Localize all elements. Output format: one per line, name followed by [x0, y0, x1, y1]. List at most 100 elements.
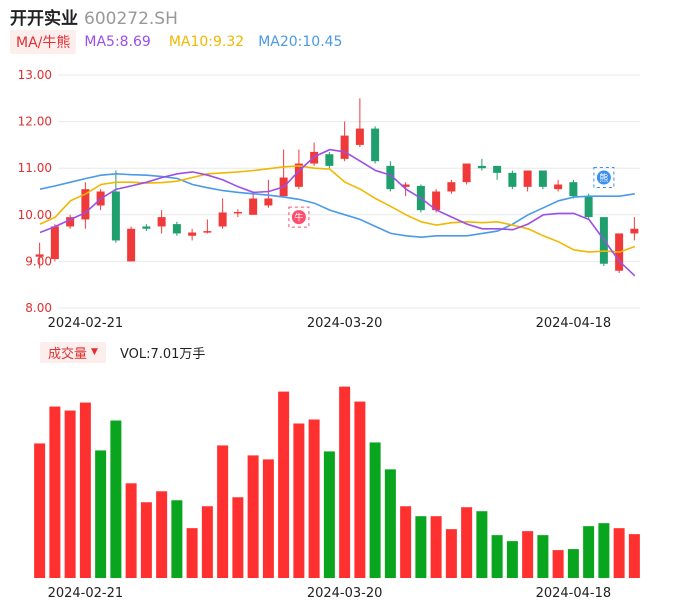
candle-body	[630, 228, 639, 234]
volume-bar	[613, 528, 625, 578]
volume-bar	[171, 500, 183, 578]
candle-body	[569, 182, 578, 197]
volume-bar	[308, 419, 320, 578]
candle-body	[142, 226, 151, 229]
badge-label: 熊	[599, 172, 608, 184]
badge-frame	[593, 167, 615, 189]
volume-bar	[64, 410, 76, 578]
volume-bar	[491, 535, 503, 578]
candle-body	[447, 182, 456, 192]
candle-body	[127, 228, 136, 262]
price-x-tick-label: 2024-04-18	[536, 316, 612, 331]
candle-body	[401, 184, 410, 187]
candle-body	[35, 254, 44, 257]
volume-bar	[369, 442, 381, 578]
volume-bar	[95, 450, 107, 578]
y-tick-label: 11.00	[18, 161, 52, 175]
volume-bar	[217, 445, 229, 578]
volume-x-tick-label: 2024-04-18	[536, 586, 612, 601]
candle-body	[81, 189, 90, 220]
volume-bar	[400, 506, 412, 578]
ma10-line	[39, 165, 636, 253]
badge-circle	[596, 170, 611, 185]
ma20-legend: MA20:10.45	[258, 34, 343, 50]
bear-badge-icon: 熊	[593, 167, 615, 189]
candle-body	[371, 128, 380, 162]
candle-body	[355, 128, 364, 145]
volume-bar	[140, 502, 152, 578]
volume-bar	[506, 541, 518, 578]
volume-bar	[247, 455, 259, 578]
candle-body	[523, 170, 532, 187]
volume-bar	[110, 420, 122, 578]
price-x-tick-label: 2024-02-21	[48, 316, 124, 331]
ma-toggle-tag[interactable]: MA/牛熊	[10, 30, 77, 54]
ma5-line	[39, 148, 636, 277]
y-tick-label: 10.00	[18, 208, 52, 222]
candle-body	[264, 198, 273, 206]
candle-body	[294, 163, 303, 187]
y-tick-label: 8.00	[25, 301, 52, 315]
volume-value: VOL:7.01万手	[119, 346, 206, 362]
candle-body	[493, 165, 502, 173]
candle-body	[249, 198, 258, 215]
volume-bar	[415, 516, 427, 578]
ma20-line	[39, 172, 635, 239]
stock-header: 开开实业 600272.SH	[10, 4, 178, 29]
volume-indicator-dropdown[interactable]: 成交量 ▼	[40, 341, 106, 363]
volume-bar	[323, 451, 335, 578]
volume-bar	[476, 511, 488, 578]
volume-bar	[552, 550, 564, 578]
stock-code: 600272.SH	[84, 9, 178, 29]
volume-legend: 成交量 ▼ VOL:7.01万手	[40, 341, 206, 363]
candle-body	[157, 217, 166, 227]
badge-label: 牛	[294, 212, 303, 224]
ma-legend: MA/牛熊 MA5:8.69 MA10:9.32 MA20:10.45	[10, 30, 342, 54]
candle-body	[172, 224, 181, 234]
y-tick-label: 13.00	[18, 68, 52, 82]
volume-bar	[232, 497, 244, 578]
volume-bar	[354, 401, 366, 578]
volume-bar	[156, 491, 168, 578]
candle-body	[66, 217, 75, 227]
candle-body	[340, 135, 349, 159]
volume-tag-label: 成交量	[48, 346, 88, 362]
candle-body	[477, 165, 486, 169]
candle-body	[508, 172, 517, 187]
volume-bar	[186, 528, 198, 578]
candle-body	[203, 231, 212, 233]
volume-bar	[49, 406, 61, 578]
candle-body	[50, 226, 59, 260]
volume-bar	[384, 469, 396, 578]
price-x-tick-label: 2024-03-20	[307, 316, 383, 331]
volume-bar	[79, 402, 91, 578]
y-tick-label: 9.00	[25, 254, 52, 268]
volume-bar	[125, 483, 137, 578]
y-tick-label: 12.00	[18, 115, 52, 129]
stock-name: 开开实业	[10, 9, 78, 29]
volume-bar	[262, 459, 274, 578]
volume-bar	[34, 443, 46, 578]
volume-bar	[583, 526, 595, 578]
volume-bar	[567, 549, 579, 578]
volume-bar	[461, 507, 473, 578]
volume-bar	[522, 531, 534, 578]
volume-bar	[628, 534, 640, 578]
badge-circle	[291, 210, 306, 225]
volume-bar	[537, 535, 549, 578]
candle-body	[462, 163, 471, 183]
volume-bar	[598, 523, 610, 578]
candle-body	[218, 212, 227, 227]
candle-body	[325, 154, 334, 166]
candle-body	[111, 191, 120, 241]
candle-body	[233, 212, 242, 214]
volume-x-tick-label: 2024-02-21	[48, 586, 124, 601]
caret-down-icon: ▼	[91, 347, 98, 357]
ma10-legend: MA10:9.32	[168, 34, 245, 50]
candle-body	[188, 232, 197, 236]
candle-body	[386, 165, 395, 190]
ma5-legend: MA5:8.69	[84, 34, 151, 50]
candle-body	[432, 191, 441, 211]
volume-bar	[430, 516, 442, 578]
